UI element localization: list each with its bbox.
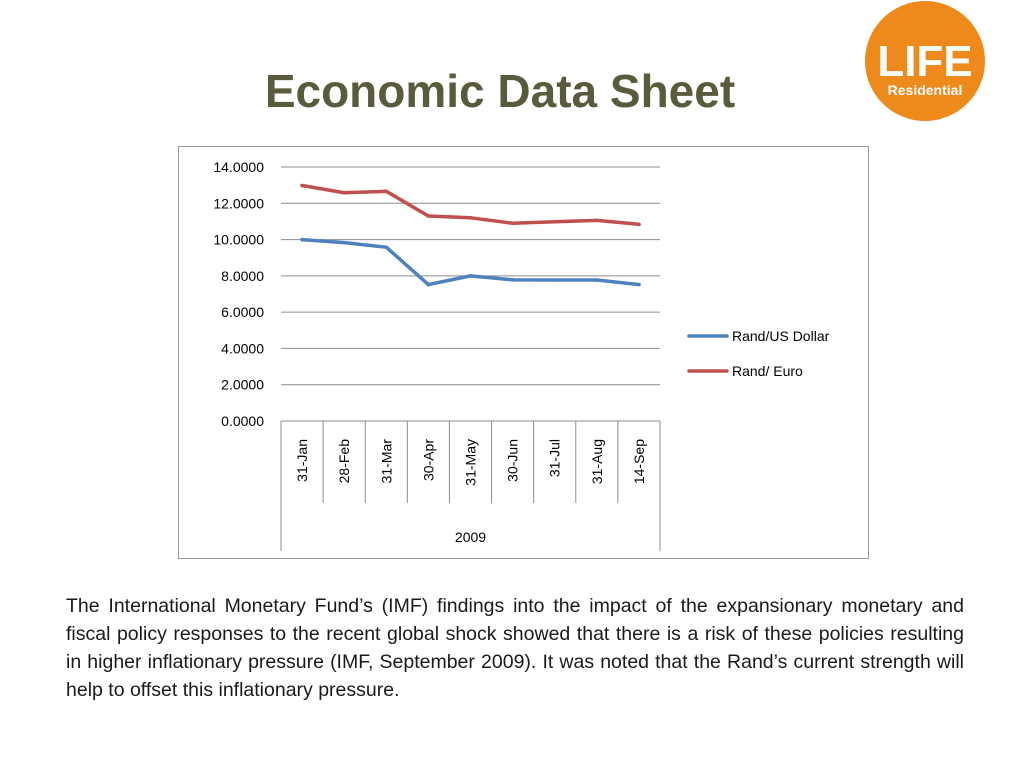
data-point — [552, 219, 557, 224]
y-tick-label: 10.0000 — [213, 232, 264, 248]
y-tick-label: 8.0000 — [221, 268, 264, 284]
x-tick-label: 31-Mar — [378, 439, 394, 484]
data-point — [384, 189, 389, 194]
y-tick-label: 12.0000 — [213, 195, 264, 211]
x-tick-label: 31-Jan — [294, 439, 310, 482]
x-group-label: 2009 — [455, 529, 486, 545]
legend-label: Rand/ Euro — [732, 363, 803, 379]
data-point — [510, 221, 515, 226]
x-tick-label: 14-Sep — [631, 439, 647, 484]
data-point — [468, 274, 473, 278]
x-tick-label: 28-Feb — [336, 439, 352, 484]
x-tick-label: 30-Jun — [505, 439, 521, 482]
data-point — [595, 278, 599, 282]
data-point — [468, 216, 473, 220]
data-point — [342, 190, 346, 195]
data-point — [426, 214, 431, 218]
line-chart: 0.0000 2.0000 4.0000 6.0000 8.0000 10.0000 12.… — [213, 159, 830, 551]
data-point — [384, 245, 389, 249]
y-tick-label: 14.0000 — [213, 159, 264, 175]
data-point — [300, 237, 304, 242]
x-tick-label: 31-May — [463, 439, 479, 486]
x-tick-label: 31-Jul — [547, 439, 563, 477]
y-tick-label: 2.0000 — [221, 377, 264, 393]
logo-residential-text: Residential — [888, 82, 963, 98]
y-tick-label: 0.0000 — [221, 413, 264, 429]
x-tick-label: 31-Aug — [589, 439, 605, 484]
y-tick-label: 6.0000 — [221, 304, 264, 320]
data-point — [510, 278, 515, 282]
life-residential-logo: LIFE Residential — [865, 1, 985, 121]
body-paragraph: The International Monetary Fund’s (IMF) … — [66, 595, 964, 701]
logo-circle — [865, 1, 985, 121]
data-point — [595, 218, 599, 223]
data-point — [300, 183, 304, 188]
data-point — [342, 240, 346, 245]
x-tick-label: 30-Apr — [420, 439, 436, 481]
series-line — [300, 237, 641, 287]
data-point — [552, 278, 557, 282]
legend-label: Rand/US Dollar — [732, 328, 830, 344]
logo-life-text: LIFE — [877, 37, 972, 86]
y-tick-label: 4.0000 — [221, 340, 264, 356]
page-title: Economic Data Sheet — [264, 65, 736, 117]
chart-container: 0.0000 2.0000 4.0000 6.0000 8.0000 10.0000 12.… — [178, 146, 869, 559]
data-point — [637, 282, 641, 287]
data-point — [637, 222, 641, 227]
data-point — [426, 282, 431, 287]
